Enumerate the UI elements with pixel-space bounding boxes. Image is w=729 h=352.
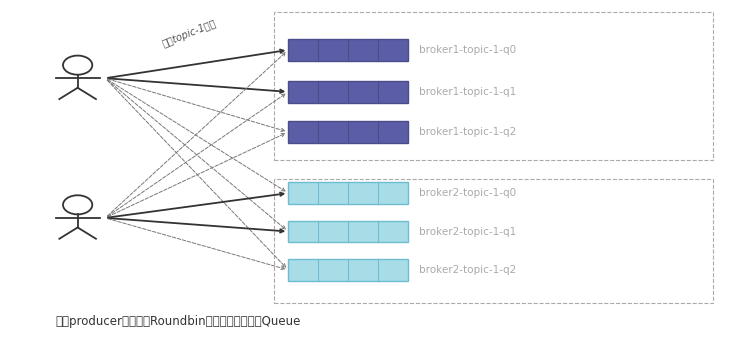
Bar	[273, 12, 713, 160]
Bar	[288, 81, 408, 103]
Text: 每个producer默认采用Roundbin方式轮训发送每个Queue: 每个producer默认采用Roundbin方式轮训发送每个Queue	[56, 315, 301, 328]
Text: broker1-topic-1-q2: broker1-topic-1-q2	[419, 127, 516, 137]
Bar	[288, 182, 408, 204]
Text: 发送topic-1消息: 发送topic-1消息	[161, 18, 218, 49]
Bar	[288, 39, 408, 61]
Text: broker2-topic-1-q0: broker2-topic-1-q0	[419, 188, 516, 198]
Text: broker1-topic-1-q1: broker1-topic-1-q1	[419, 87, 516, 97]
Text: broker1-topic-1-q0: broker1-topic-1-q0	[419, 45, 516, 55]
Text: broker2-topic-1-q1: broker2-topic-1-q1	[419, 227, 516, 237]
Bar	[288, 121, 408, 143]
Bar	[288, 221, 408, 243]
Bar	[288, 259, 408, 281]
Text: broker2-topic-1-q2: broker2-topic-1-q2	[419, 265, 516, 275]
Bar	[273, 180, 713, 303]
